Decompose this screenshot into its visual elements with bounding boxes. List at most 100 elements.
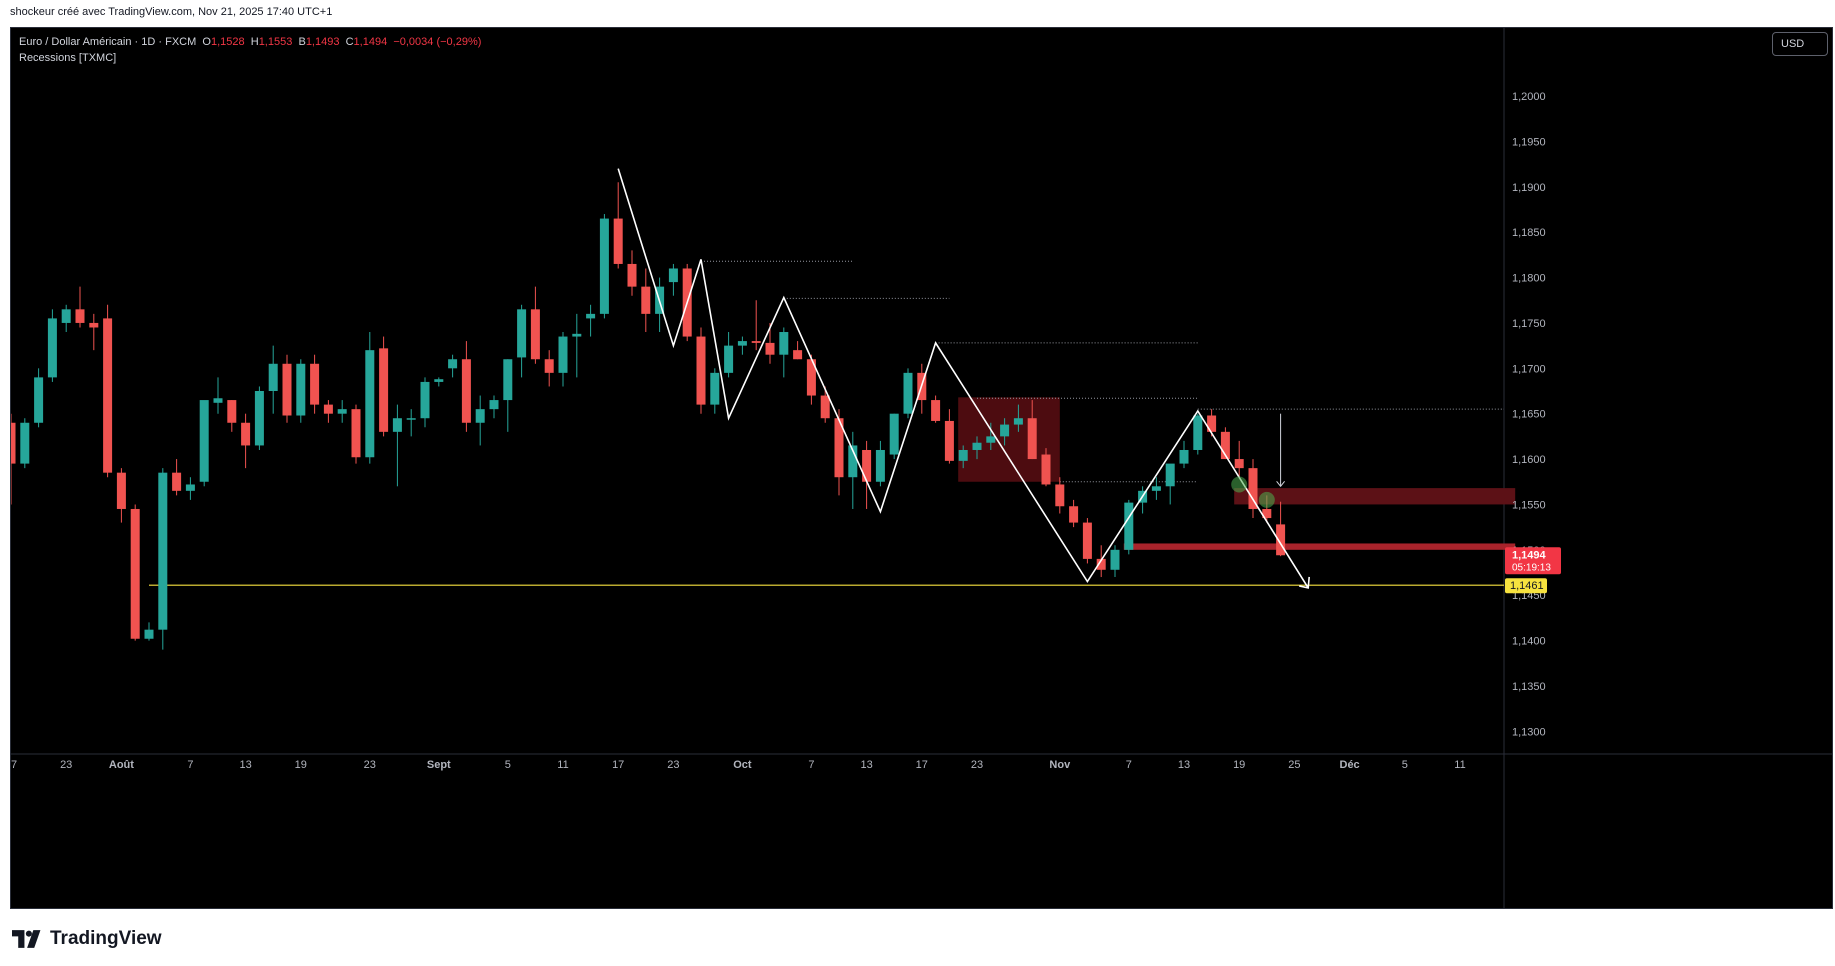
candle-body [530,309,540,360]
candle-body [1124,502,1134,550]
time-tick-label: 5 [505,759,511,771]
candle-body [130,508,140,639]
candle-body [820,395,830,419]
candle-body [503,359,513,401]
candle-body [185,484,195,491]
candle-body [834,418,844,478]
candle-body [310,363,320,405]
candle-body [351,409,361,458]
signal-circle [1231,476,1248,493]
candle-body [268,363,278,391]
candle-body [103,318,113,473]
candle-body [875,449,885,482]
currency-button[interactable]: USD [1772,32,1828,56]
zigzag-arrowhead [1299,576,1310,589]
legend-indicator[interactable]: Recessions [TXMC] [19,52,117,64]
time-tick-label: Nov [1049,759,1071,771]
last-price-label: 1,1494 [1512,549,1547,561]
candle-body [1000,424,1010,437]
candle-body [1165,463,1175,487]
time-tick-label: 23 [60,759,72,771]
time-tick-label: 17 [612,759,624,771]
signal-circle [1258,491,1275,508]
candle-body [972,442,982,450]
time-tick-label: 5 [1402,759,1408,771]
price-tick-label: 1,1700 [1512,363,1546,375]
candle-body [903,372,913,414]
time-tick-label: Déc [1340,759,1360,771]
legend-close: 1,1494 [353,36,388,48]
candle-body [448,359,458,369]
candle-body [1027,418,1037,460]
bar-countdown-label: 05:19:13 [1512,562,1551,573]
legend-open: 1,1528 [210,36,245,48]
candle-body [696,336,706,405]
price-tick-label: 1,1850 [1512,227,1546,239]
candle-body [558,336,568,373]
down-arrow-head [1276,480,1285,488]
price-tick-label: 1,1900 [1512,182,1546,194]
price-chart[interactable]: 1,13001,13501,14001,14501,15001,15501,16… [11,28,1832,908]
candle-body [337,409,347,414]
candle-body [1013,418,1023,425]
candle-body [613,218,623,264]
candle-body [475,409,485,423]
candle-body [172,472,182,491]
price-tick-label: 1,1350 [1512,681,1546,693]
chart-frame[interactable]: 1,13001,13501,14001,14501,15001,15501,16… [10,27,1833,909]
price-tick-label: 1,1650 [1512,409,1546,421]
candle-body [158,472,168,630]
tradingview-logo[interactable]: TradingView [12,928,162,950]
candle-body [544,359,554,373]
candle-body [668,268,678,283]
time-tick-label: 17 [11,759,17,771]
price-tick-label: 1,1550 [1512,499,1546,511]
candle-body [296,363,306,416]
candle-body [47,318,57,378]
candle-body [1110,549,1120,570]
price-tick-label: 1,1750 [1512,318,1546,330]
support-price-label: 1,1461 [1510,580,1544,592]
chart-legend: Euro / Dollar Américain · 1D · FXCM O1,1… [19,34,481,66]
candle-body [434,379,444,382]
candle-body [365,350,375,458]
candle-body [1234,459,1244,469]
tradingview-logo-icon [12,930,41,948]
time-tick-label: 11 [1454,759,1465,771]
candle-body [724,345,734,373]
candle-body [1193,415,1203,450]
candle-body [406,418,416,420]
candle-body [1248,468,1258,509]
candle-body [323,404,333,414]
candle-body [986,436,996,443]
candle-body [144,629,154,639]
candle-body [517,309,527,358]
candle-body [213,398,223,403]
zigzag-pattern-line [617,168,1309,589]
time-tick-label: 7 [1126,759,1132,771]
time-tick-label: 11 [557,759,568,771]
legend-change: −0,0034 (−0,29%) [393,36,482,48]
legend-symbol: Euro / Dollar Américain · 1D · FXCM [19,36,197,48]
candle-body [75,309,85,323]
support-price-label-bg [1505,578,1547,594]
candle-body [572,333,582,337]
legend-high: 1,1553 [258,36,293,48]
candle-body [392,418,402,432]
candle-body [1276,524,1286,556]
price-tick-label: 1,1800 [1512,273,1546,285]
legend-high-label: H [250,36,259,48]
brand-name: TradingView [50,928,162,949]
time-tick-label: 19 [295,759,307,771]
price-tick-label: 1,1600 [1512,454,1546,466]
price-tick-label: 1,1950 [1512,136,1546,148]
candle-body [489,400,499,410]
candle-body [889,413,899,455]
candle-body [848,445,858,478]
candle-body [958,449,968,461]
candle-body [1096,558,1106,570]
candle-body [241,422,251,446]
supply-zone [1123,543,1516,550]
candle-body [116,472,126,509]
candle-body [793,350,803,360]
